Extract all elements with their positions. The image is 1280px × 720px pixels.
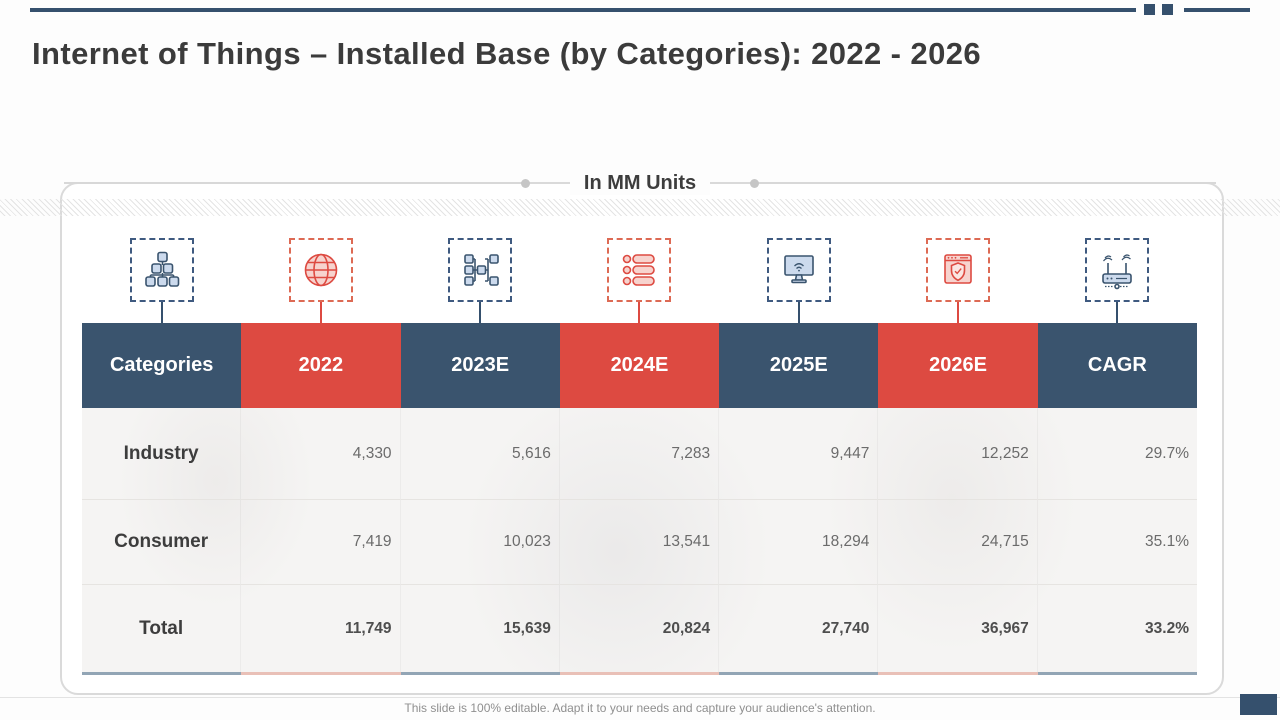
units-heading-row: In MM Units <box>64 170 1216 196</box>
divider-dot <box>520 178 530 188</box>
wifi-router-icon <box>1085 238 1149 302</box>
table-cell: 24,715 <box>878 500 1038 585</box>
table-cell: 27,740 <box>719 585 878 672</box>
table-cell: 36,967 <box>878 585 1037 672</box>
divider-line <box>759 182 1216 184</box>
row-label-industry: Industry <box>82 408 242 500</box>
divider-line <box>64 182 521 184</box>
icon-connector <box>638 302 640 323</box>
row-label-total: Total <box>82 585 241 672</box>
icon-connector <box>798 302 800 323</box>
top-bar-gap <box>1136 5 1184 15</box>
top-bar-square <box>1162 4 1173 15</box>
bottom-corner-accent <box>1240 694 1277 715</box>
table-bottom-strip <box>1037 672 1197 675</box>
top-bar-square <box>1144 4 1155 15</box>
table-cell: 7,419 <box>241 500 401 585</box>
table-cell: 12,252 <box>878 408 1038 500</box>
table-cell: 15,639 <box>401 585 560 672</box>
header-cell-2026e: 2026E <box>878 323 1038 408</box>
bullet-list-icon <box>607 238 671 302</box>
table-cell: 9,447 <box>719 408 879 500</box>
icon-connector <box>161 302 163 323</box>
table-cell: 33.2% <box>1145 619 1189 637</box>
table-bottom-strip <box>719 672 879 675</box>
table-bottom-strip <box>400 672 560 675</box>
table-cell: 11,749 <box>241 585 400 672</box>
iot-installed-base-table: Categories 2022 2023E 2024E 2025E 2026E … <box>82 323 1197 675</box>
table-cell: 35.1% <box>1037 500 1197 585</box>
footer-divider <box>0 697 1280 698</box>
secure-app-icon <box>926 238 990 302</box>
table-cell: 10,023 <box>400 500 560 585</box>
icon-connector <box>320 302 322 323</box>
table-cell: 13,541 <box>559 500 720 585</box>
monitor-wifi-icon <box>767 238 831 302</box>
header-cell-2025e: 2025E <box>719 323 879 408</box>
table-cell: 7,283 <box>559 408 720 500</box>
header-cell-2024e: 2024E <box>559 323 720 408</box>
network-hierarchy-icon <box>130 238 194 302</box>
table-cell: 4,330 <box>241 408 401 500</box>
icon-connector <box>479 302 481 323</box>
flowchart-icon <box>448 238 512 302</box>
table-cell: 29.7% <box>1037 408 1197 500</box>
row-label-consumer: Consumer <box>82 500 242 585</box>
table-bottom-strip <box>878 672 1038 675</box>
header-cell-2023e: 2023E <box>400 323 560 408</box>
header-cell-2022: 2022 <box>241 323 401 408</box>
table-cell: 20,824 <box>560 585 719 672</box>
globe-icon <box>289 238 353 302</box>
table-bottom-strip <box>559 672 720 675</box>
divider-dot <box>750 178 760 188</box>
table-bottom-strip <box>82 672 242 675</box>
units-label: In MM Units <box>569 171 711 195</box>
table-cell: 18,294 <box>719 500 879 585</box>
icon-connector <box>1116 302 1118 323</box>
icon-connector <box>957 302 959 323</box>
header-cell-categories: Categories <box>82 323 242 408</box>
footer-note: This slide is 100% editable. Adapt it to… <box>404 701 876 715</box>
top-accent-bar <box>30 8 1250 12</box>
table-cell: 5,616 <box>400 408 560 500</box>
page-title: Internet of Things – Installed Base (by … <box>32 36 981 71</box>
header-cell-cagr: CAGR <box>1037 323 1197 408</box>
hatch-divider <box>0 199 1280 216</box>
table-bottom-strip <box>241 672 401 675</box>
